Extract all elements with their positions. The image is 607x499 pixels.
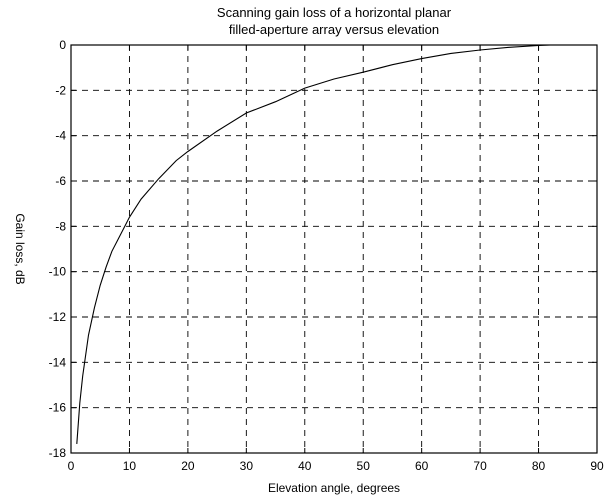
y-axis-label: Gain loss, dB [13, 213, 27, 284]
x-tick-label: 50 [357, 459, 371, 473]
y-tick-label: -8 [55, 219, 66, 233]
y-tick-label: -4 [55, 129, 66, 143]
y-tick-label: -18 [49, 446, 67, 460]
y-tick-label: -12 [49, 310, 67, 324]
grid [71, 45, 597, 453]
y-tick-label: -6 [55, 174, 66, 188]
x-tick-label: 90 [590, 459, 604, 473]
chart-title: Scanning gain loss of a horizontal plana… [217, 5, 452, 37]
x-axis-label: Elevation angle, degrees [268, 481, 400, 495]
x-tick-labels: 0 10 20 30 40 50 60 70 80 90 [68, 459, 604, 473]
y-tick-label: 0 [59, 38, 66, 52]
chart-title-line-1: Scanning gain loss of a horizontal plana… [217, 5, 452, 20]
x-tick-label: 30 [240, 459, 254, 473]
y-tick-labels: 0 -2 -4 -6 -8 -10 -12 -14 -16 -18 [49, 38, 67, 460]
x-tick-label: 20 [181, 459, 195, 473]
x-tick-label: 80 [532, 459, 546, 473]
x-tick-label: 0 [68, 459, 75, 473]
ticks [70, 44, 598, 454]
x-tick-label: 40 [298, 459, 312, 473]
x-tick-label: 10 [123, 459, 137, 473]
series-line [76, 44, 551, 444]
y-tick-label: -16 [49, 401, 67, 415]
y-tick-label: -14 [49, 355, 67, 369]
x-tick-label: 70 [473, 459, 487, 473]
x-tick-label: 60 [415, 459, 429, 473]
plot-frame [70, 44, 598, 454]
y-tick-label: -2 [55, 83, 66, 97]
y-tick-label: -10 [49, 265, 67, 279]
chart-title-line-2: filled-aperture array versus elevation [229, 22, 439, 37]
